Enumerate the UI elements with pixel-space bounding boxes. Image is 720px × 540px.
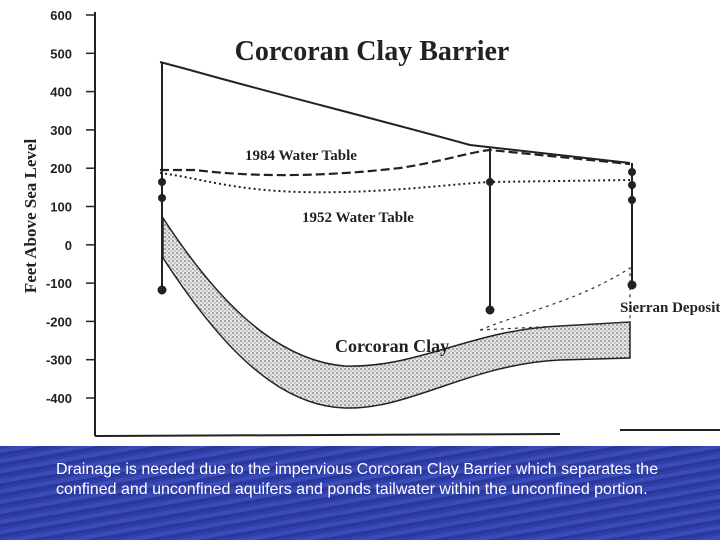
- annotation-clay: Corcoran Clay: [335, 336, 449, 356]
- wells: [157, 62, 637, 315]
- y-tick-label: 400: [50, 85, 72, 100]
- y-tick-label: 0: [65, 238, 72, 253]
- y-tick-label: -200: [46, 314, 72, 329]
- water-table-1952: [159, 172, 631, 194]
- y-tick-label: 500: [50, 46, 72, 61]
- annotation-1952: 1952 Water Table: [302, 210, 414, 226]
- y-axis: [94, 12, 720, 437]
- cross-section: Feet Above Sea Level Corcoran Clay Barri…: [21, 8, 720, 437]
- y-tick-label: -300: [46, 353, 72, 368]
- title: Corcoran Clay Barrier: [235, 36, 510, 67]
- y-tick-label: 200: [50, 161, 72, 176]
- sierran-deposit: [479, 266, 631, 331]
- water-table-1984: [160, 148, 631, 177]
- y-tick-label: -100: [46, 276, 72, 291]
- caption: Drainage is needed due to the impervious…: [56, 461, 659, 498]
- ground-surface: [159, 61, 631, 164]
- annotation-1984: 1984 Water Table: [245, 148, 357, 164]
- footer-band: [0, 446, 720, 540]
- axis-label: Feet Above Sea Level: [21, 139, 40, 294]
- y-tick-label: 300: [50, 123, 72, 138]
- y-tick-label: -400: [46, 391, 72, 406]
- y-tick-label: 600: [50, 8, 72, 23]
- y-tick-label: 100: [50, 200, 72, 215]
- clay-layer: [162, 215, 631, 409]
- annotation-sierran: Sierran Deposit: [620, 300, 720, 316]
